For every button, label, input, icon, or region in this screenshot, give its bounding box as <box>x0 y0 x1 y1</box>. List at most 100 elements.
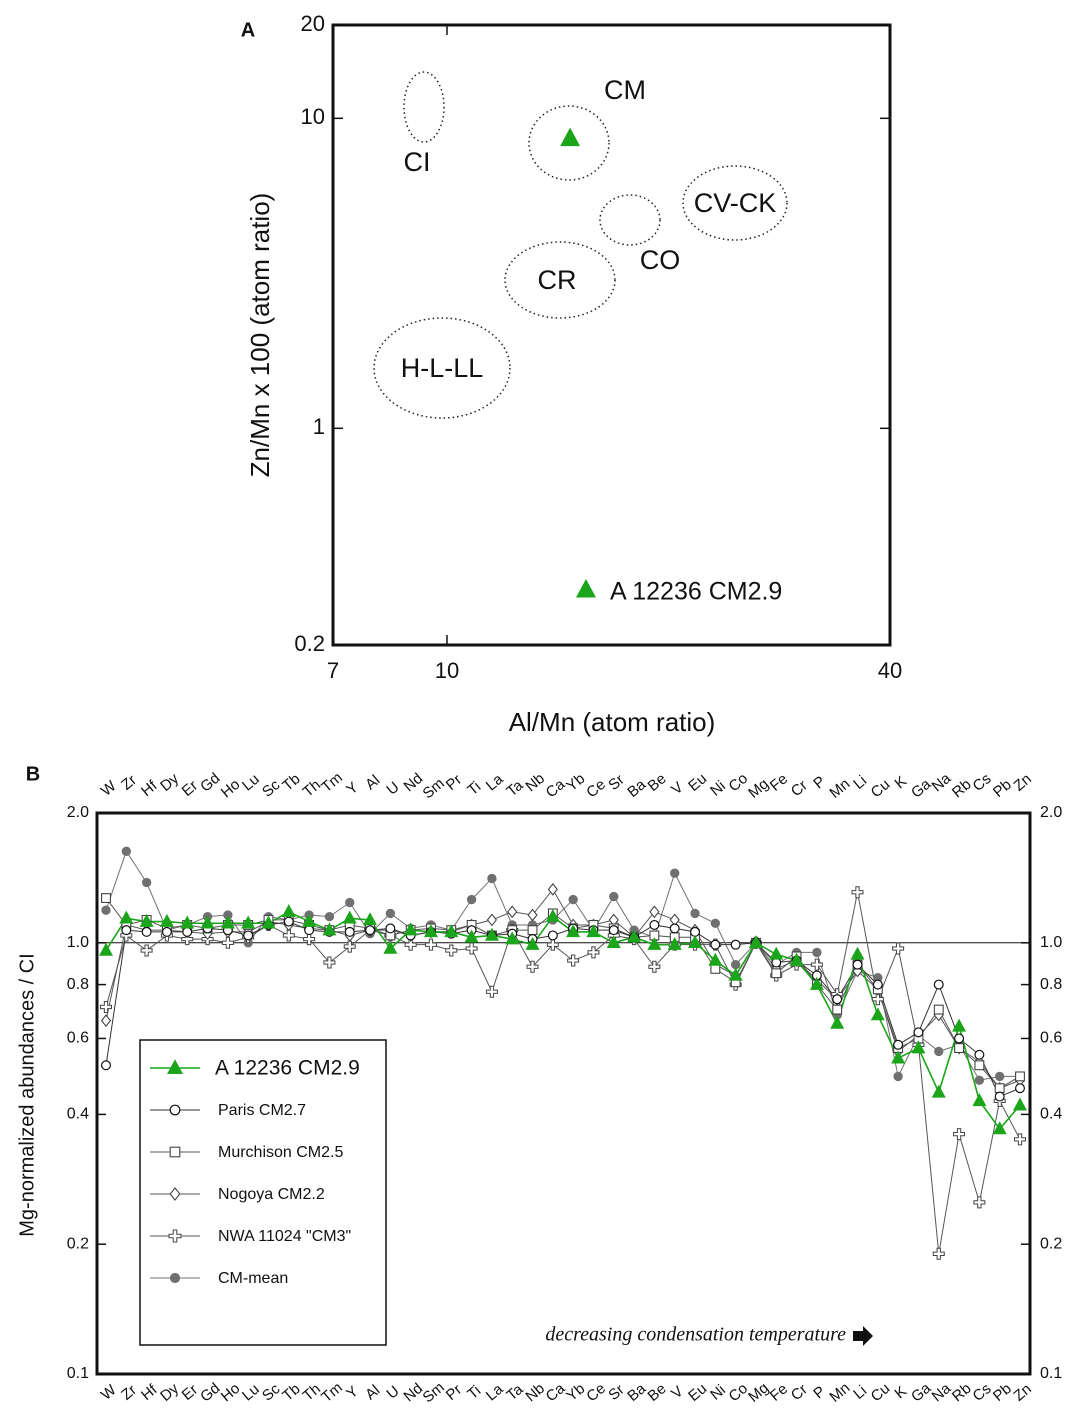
marker <box>527 925 538 936</box>
region-label: CV-CK <box>694 188 777 218</box>
marker <box>484 927 499 941</box>
marker <box>167 1059 183 1074</box>
marker <box>648 960 661 973</box>
marker <box>606 935 621 949</box>
y-tick-label: 0.4 <box>67 1106 89 1123</box>
marker <box>99 942 113 956</box>
marker <box>404 938 417 951</box>
marker <box>710 918 721 928</box>
x-tick-label-top: Ta <box>503 777 527 801</box>
region-outline <box>599 194 661 246</box>
marker <box>710 939 721 950</box>
x-tick-label: Ce <box>583 1380 609 1405</box>
y2-tick-label: 0.6 <box>1040 1030 1062 1047</box>
x-axis-label: Al/Mn (atom ratio) <box>509 707 716 737</box>
marker <box>169 1146 181 1158</box>
marker <box>344 926 355 937</box>
plot-frame <box>331 23 892 647</box>
y-axis-label: Mg-normalized abundances / CI <box>16 953 38 1236</box>
x-tick-label: Eu <box>685 1380 710 1405</box>
x-tick-label: W <box>98 1381 120 1404</box>
x-tick-label-top: Y <box>343 779 362 798</box>
marker <box>810 958 823 971</box>
marker <box>141 877 152 888</box>
marker <box>730 939 741 950</box>
marker <box>525 936 540 950</box>
x-tick-label: Zn <box>1010 1380 1034 1404</box>
x-tick-label: 10 <box>435 658 459 683</box>
marker <box>445 944 458 957</box>
x-tick-label-top: Ce <box>583 776 609 801</box>
marker <box>304 925 315 936</box>
marker <box>893 1071 903 1082</box>
legend-label: A 12236 CM2.9 <box>610 578 782 606</box>
marker <box>850 946 865 960</box>
legend-label: Murchison CM2.5 <box>218 1144 343 1161</box>
marker <box>670 868 680 878</box>
marker <box>586 924 601 938</box>
region-outline <box>403 71 445 143</box>
marker <box>933 1004 944 1015</box>
marker <box>261 915 276 929</box>
marker <box>994 1083 1005 1094</box>
marker <box>180 915 195 929</box>
marker <box>159 913 174 927</box>
y2-tick-label: 0.1 <box>1040 1365 1062 1382</box>
marker <box>748 935 763 949</box>
x-tick-label-top: Sr <box>605 771 627 794</box>
x-tick-label-top: Al <box>362 772 383 794</box>
marker <box>669 923 680 934</box>
marker <box>101 905 111 915</box>
x-tick-label-top: Be <box>645 770 670 795</box>
marker <box>973 1196 986 1209</box>
marker <box>485 985 498 998</box>
marker <box>161 926 172 937</box>
marker <box>913 1027 924 1038</box>
marker <box>995 1071 1005 1082</box>
x-tick-label-top: Yb <box>563 770 588 795</box>
marker <box>892 942 905 955</box>
marker <box>181 933 194 946</box>
x-tick-label: Tm <box>318 1379 346 1406</box>
marker <box>627 929 642 943</box>
series-line <box>105 892 1021 1254</box>
x-tick-label-top: Lu <box>239 771 263 795</box>
x-tick-label-top: Sm <box>420 775 448 802</box>
x-tick-label: Y <box>343 1383 362 1402</box>
panel-label: B <box>26 763 40 785</box>
y-tick-label: 1.0 <box>67 934 89 951</box>
marker <box>423 924 438 938</box>
marker <box>609 891 619 902</box>
x-tick-label-top: Ba <box>624 776 649 801</box>
marker <box>911 1040 926 1054</box>
marker <box>546 938 559 951</box>
series-line <box>105 888 1021 1089</box>
x-tick-label: Cr <box>788 1381 811 1404</box>
legend-box <box>139 1039 387 1346</box>
marker <box>322 922 337 936</box>
region-outline <box>504 241 616 319</box>
marker <box>505 931 520 945</box>
marker <box>567 954 580 967</box>
x-tick-label: Pr <box>443 1381 465 1404</box>
y-tick-label: 20 <box>301 11 325 36</box>
marker <box>690 926 701 937</box>
marker <box>649 905 660 919</box>
x-tick-label: Al <box>362 1382 383 1404</box>
x-tick-label: Cu <box>868 1380 894 1405</box>
x-tick-label: Zr <box>118 1382 140 1404</box>
x-tick-label-top: Zn <box>1010 770 1034 794</box>
x-tick-label-top: Pb <box>990 776 1015 801</box>
marker <box>282 929 295 942</box>
x-tick-label-top: Tb <box>279 770 303 794</box>
marker <box>464 929 479 943</box>
marker <box>830 1015 845 1029</box>
x-tick-label-top: Hf <box>138 777 161 800</box>
marker <box>444 924 459 938</box>
marker <box>182 926 193 937</box>
marker <box>241 915 256 929</box>
marker <box>100 1000 112 1013</box>
marker <box>771 968 782 979</box>
x-tick-label-top: W <box>98 777 120 800</box>
